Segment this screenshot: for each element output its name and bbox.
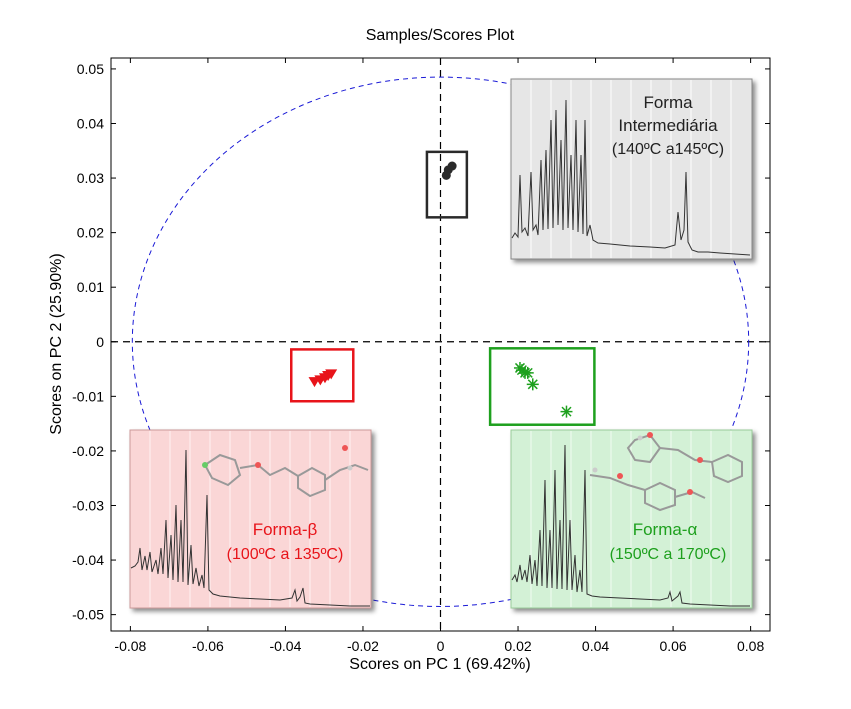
annotation-intermediaria-line-3: (140ºC a145ºC) <box>612 141 724 158</box>
data-points <box>308 161 573 418</box>
spectrum-gridlines-alpha <box>530 431 732 607</box>
spectrum-gridlines-beta <box>149 431 351 607</box>
y-tick-label: 0.01 <box>77 279 104 295</box>
confidence-ellipse <box>131 76 750 607</box>
annotation-alpha-line-1: Forma-α <box>633 520 698 539</box>
y-axis-label: Scores on PC 2 (25.90%) <box>48 253 65 434</box>
y-tick-label: 0 <box>96 334 104 350</box>
cluster-box-0 <box>425 150 469 219</box>
annotation-beta-line-2: (100ºC a 135ºC) <box>227 546 344 563</box>
y-tick-label: -0.05 <box>72 607 104 623</box>
spectrum-trace-beta <box>130 449 370 607</box>
annotation-intermediaria-line-2: Intermediária <box>618 116 718 135</box>
cluster-box-1 <box>290 348 355 403</box>
spectrum-trace-intermediaria <box>511 99 751 256</box>
y-tick-label: 0.03 <box>77 170 104 186</box>
chart-title: Samples/Scores Plot <box>366 27 515 44</box>
y-tick-label: 0.05 <box>77 61 104 77</box>
molecule-atoms-alpha <box>592 432 703 495</box>
y-tick-label: -0.04 <box>72 552 104 568</box>
y-tick-label: -0.02 <box>72 443 104 459</box>
annotation-alpha-line-2: (150ºC a 170ºC) <box>610 546 727 563</box>
y-tick-label: -0.03 <box>72 497 104 513</box>
molecule-atoms-beta <box>202 445 353 471</box>
x-tick-label: -0.06 <box>192 638 224 654</box>
data-point <box>325 369 338 380</box>
annotation-intermediaria-line-1: Forma <box>643 93 693 112</box>
cluster-boxes <box>290 150 596 426</box>
x-axis-label: Scores on PC 1 (69.42%) <box>349 656 530 673</box>
x-tick-label: -0.04 <box>269 638 301 654</box>
x-tick-label: 0.08 <box>737 638 764 654</box>
x-tick-label: -0.02 <box>347 638 379 654</box>
y-tick-label: 0.02 <box>77 225 104 241</box>
spectrum-trace-alpha <box>511 444 750 607</box>
spectrum-gridlines-intermediaria <box>530 80 732 258</box>
y-axis-ticks: 0.05 0.04 0.03 0.02 0.01 0 -0.01 -0.02 -0.03 -0.0… <box>72 61 770 623</box>
x-tick-label: 0.06 <box>659 638 686 654</box>
data-point <box>521 366 534 379</box>
x-tick-label: 0 <box>437 638 445 654</box>
annotation-beta-line-1: Forma-β <box>253 520 318 539</box>
x-axis-ticks: -0.08 -0.06 -0.04 -0.02 0 0.02 0.04 0.06 0.08 <box>114 58 764 654</box>
data-point <box>526 378 539 391</box>
data-point <box>560 405 573 418</box>
cluster-box-2 <box>488 347 596 426</box>
y-tick-label: -0.01 <box>72 388 104 404</box>
molecule-structure-beta <box>203 453 369 498</box>
x-tick-label: 0.04 <box>582 638 609 654</box>
y-tick-label: 0.04 <box>77 115 104 131</box>
data-point <box>443 165 453 175</box>
x-tick-label: -0.08 <box>114 638 146 654</box>
x-tick-label: 0.02 <box>504 638 531 654</box>
